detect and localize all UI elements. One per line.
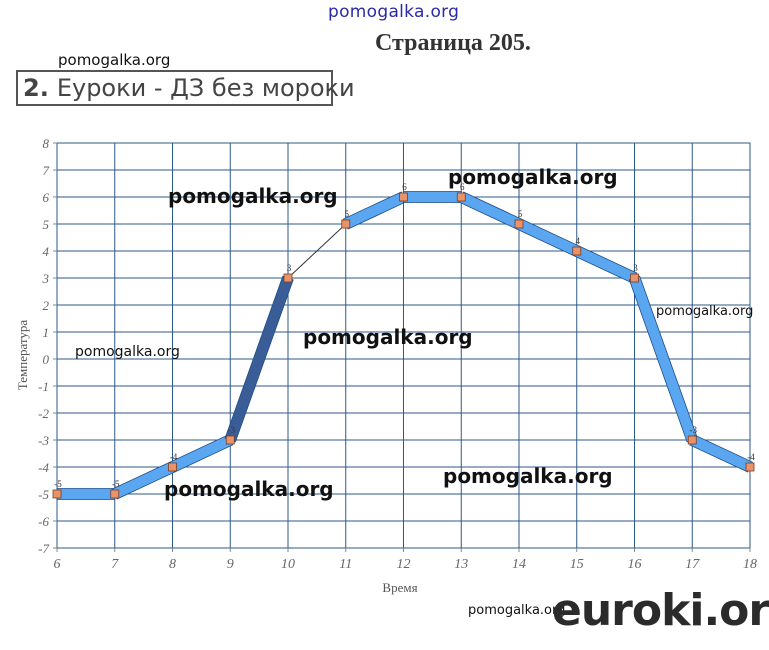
x-tick-label: 6 (54, 557, 61, 572)
chart-point-labels: -5 -5 -4 -3 3 5 6 6 5 4 3 -3 -4 (54, 182, 755, 489)
data-point (745, 462, 755, 472)
data-point (456, 192, 466, 202)
y-tick-label: 3 (42, 271, 50, 286)
x-tick-label: 12 (397, 557, 411, 572)
x-tick-label: 18 (743, 557, 757, 572)
chart-grid (53, 142, 751, 552)
y-axis-label: Температура (15, 320, 30, 391)
task-watermark: pomogalka.org (58, 51, 171, 69)
watermark: pomogalka.org (168, 184, 338, 208)
data-point (168, 462, 177, 472)
data-label: 6 (460, 182, 465, 192)
data-label: 3 (287, 263, 292, 273)
y-tick-label: -5 (38, 487, 49, 502)
x-tick-label: 13 (454, 557, 468, 572)
y-tick-label: 0 (43, 352, 50, 367)
task-number: 2. (23, 74, 49, 102)
task-box: 2. Еуроки - ДЗ без мороки (16, 70, 355, 106)
y-tick-label: 2 (43, 298, 50, 313)
x-tick-label: 17 (685, 557, 700, 572)
watermark: pomogalka.org (468, 603, 566, 618)
data-label: 5 (518, 209, 523, 219)
watermark: pomogalka.org (164, 477, 334, 501)
watermark: pomogalka.org (75, 344, 180, 360)
y-tick-label: 7 (43, 163, 50, 178)
y-tick-label: 6 (43, 190, 50, 205)
y-tick-label: -1 (38, 379, 49, 394)
data-point (399, 192, 408, 202)
data-label: 6 (402, 182, 407, 192)
y-tick-label: -6 (38, 514, 49, 529)
data-label: 3 (633, 263, 638, 273)
euroki-logo: euroki.org (552, 585, 769, 636)
y-tick-label: -4 (38, 460, 49, 475)
data-point (630, 273, 639, 283)
series-segment (56, 488, 116, 500)
series-segment (403, 191, 462, 203)
data-label: 4 (576, 236, 581, 246)
x-tick-label: 15 (570, 557, 584, 572)
x-tick-label: 10 (281, 557, 295, 572)
data-point (514, 219, 524, 229)
data-label: -3 (228, 425, 236, 435)
data-label: -3 (690, 425, 698, 435)
y-tick-label: 1 (43, 325, 50, 340)
data-point (283, 273, 293, 283)
x-tick-label: 14 (512, 557, 526, 572)
data-point (52, 489, 62, 499)
chart-ribbon (56, 191, 753, 500)
series-segment (287, 223, 347, 279)
data-label: -5 (54, 479, 62, 489)
data-label: -5 (112, 479, 120, 489)
data-label: 5 (345, 209, 350, 219)
x-tick-label: 16 (628, 557, 642, 572)
y-tick-label: 5 (43, 217, 50, 232)
chart-markers (52, 192, 755, 499)
watermark-top: pomogalka.org (328, 2, 460, 22)
y-tick-labels: 8 7 6 5 4 3 2 1 0 -1 -2 -3 -4 -5 -6 -7 (38, 136, 49, 556)
watermark: pomogalka.org (303, 325, 473, 349)
page-title: Страница 205. (375, 30, 531, 56)
x-tick-label: 7 (111, 557, 119, 572)
task-text: Еуроки - ДЗ без мороки (56, 74, 355, 102)
x-tick-label: 8 (169, 557, 176, 572)
y-tick-label: -2 (38, 406, 49, 421)
y-tick-label: 8 (43, 136, 50, 151)
watermark: pomogalka.org (443, 464, 613, 488)
data-point (572, 246, 582, 256)
x-tick-label: 9 (227, 557, 234, 572)
y-tick-label: -7 (38, 541, 49, 556)
data-label: -4 (747, 452, 755, 462)
data-point (687, 435, 697, 445)
x-tick-labels: 6 7 8 9 10 11 12 13 14 15 16 17 18 (54, 557, 758, 572)
watermark: pomogalka.org (656, 304, 754, 319)
x-axis-label: Время (382, 580, 417, 595)
data-point (225, 435, 235, 445)
data-point (110, 489, 120, 499)
x-tick-label: 11 (339, 557, 352, 572)
watermark: pomogalka.org (448, 165, 618, 189)
y-tick-label: 4 (43, 244, 50, 259)
data-point (341, 219, 351, 229)
y-tick-label: -3 (38, 433, 49, 448)
data-label: -4 (170, 452, 178, 462)
